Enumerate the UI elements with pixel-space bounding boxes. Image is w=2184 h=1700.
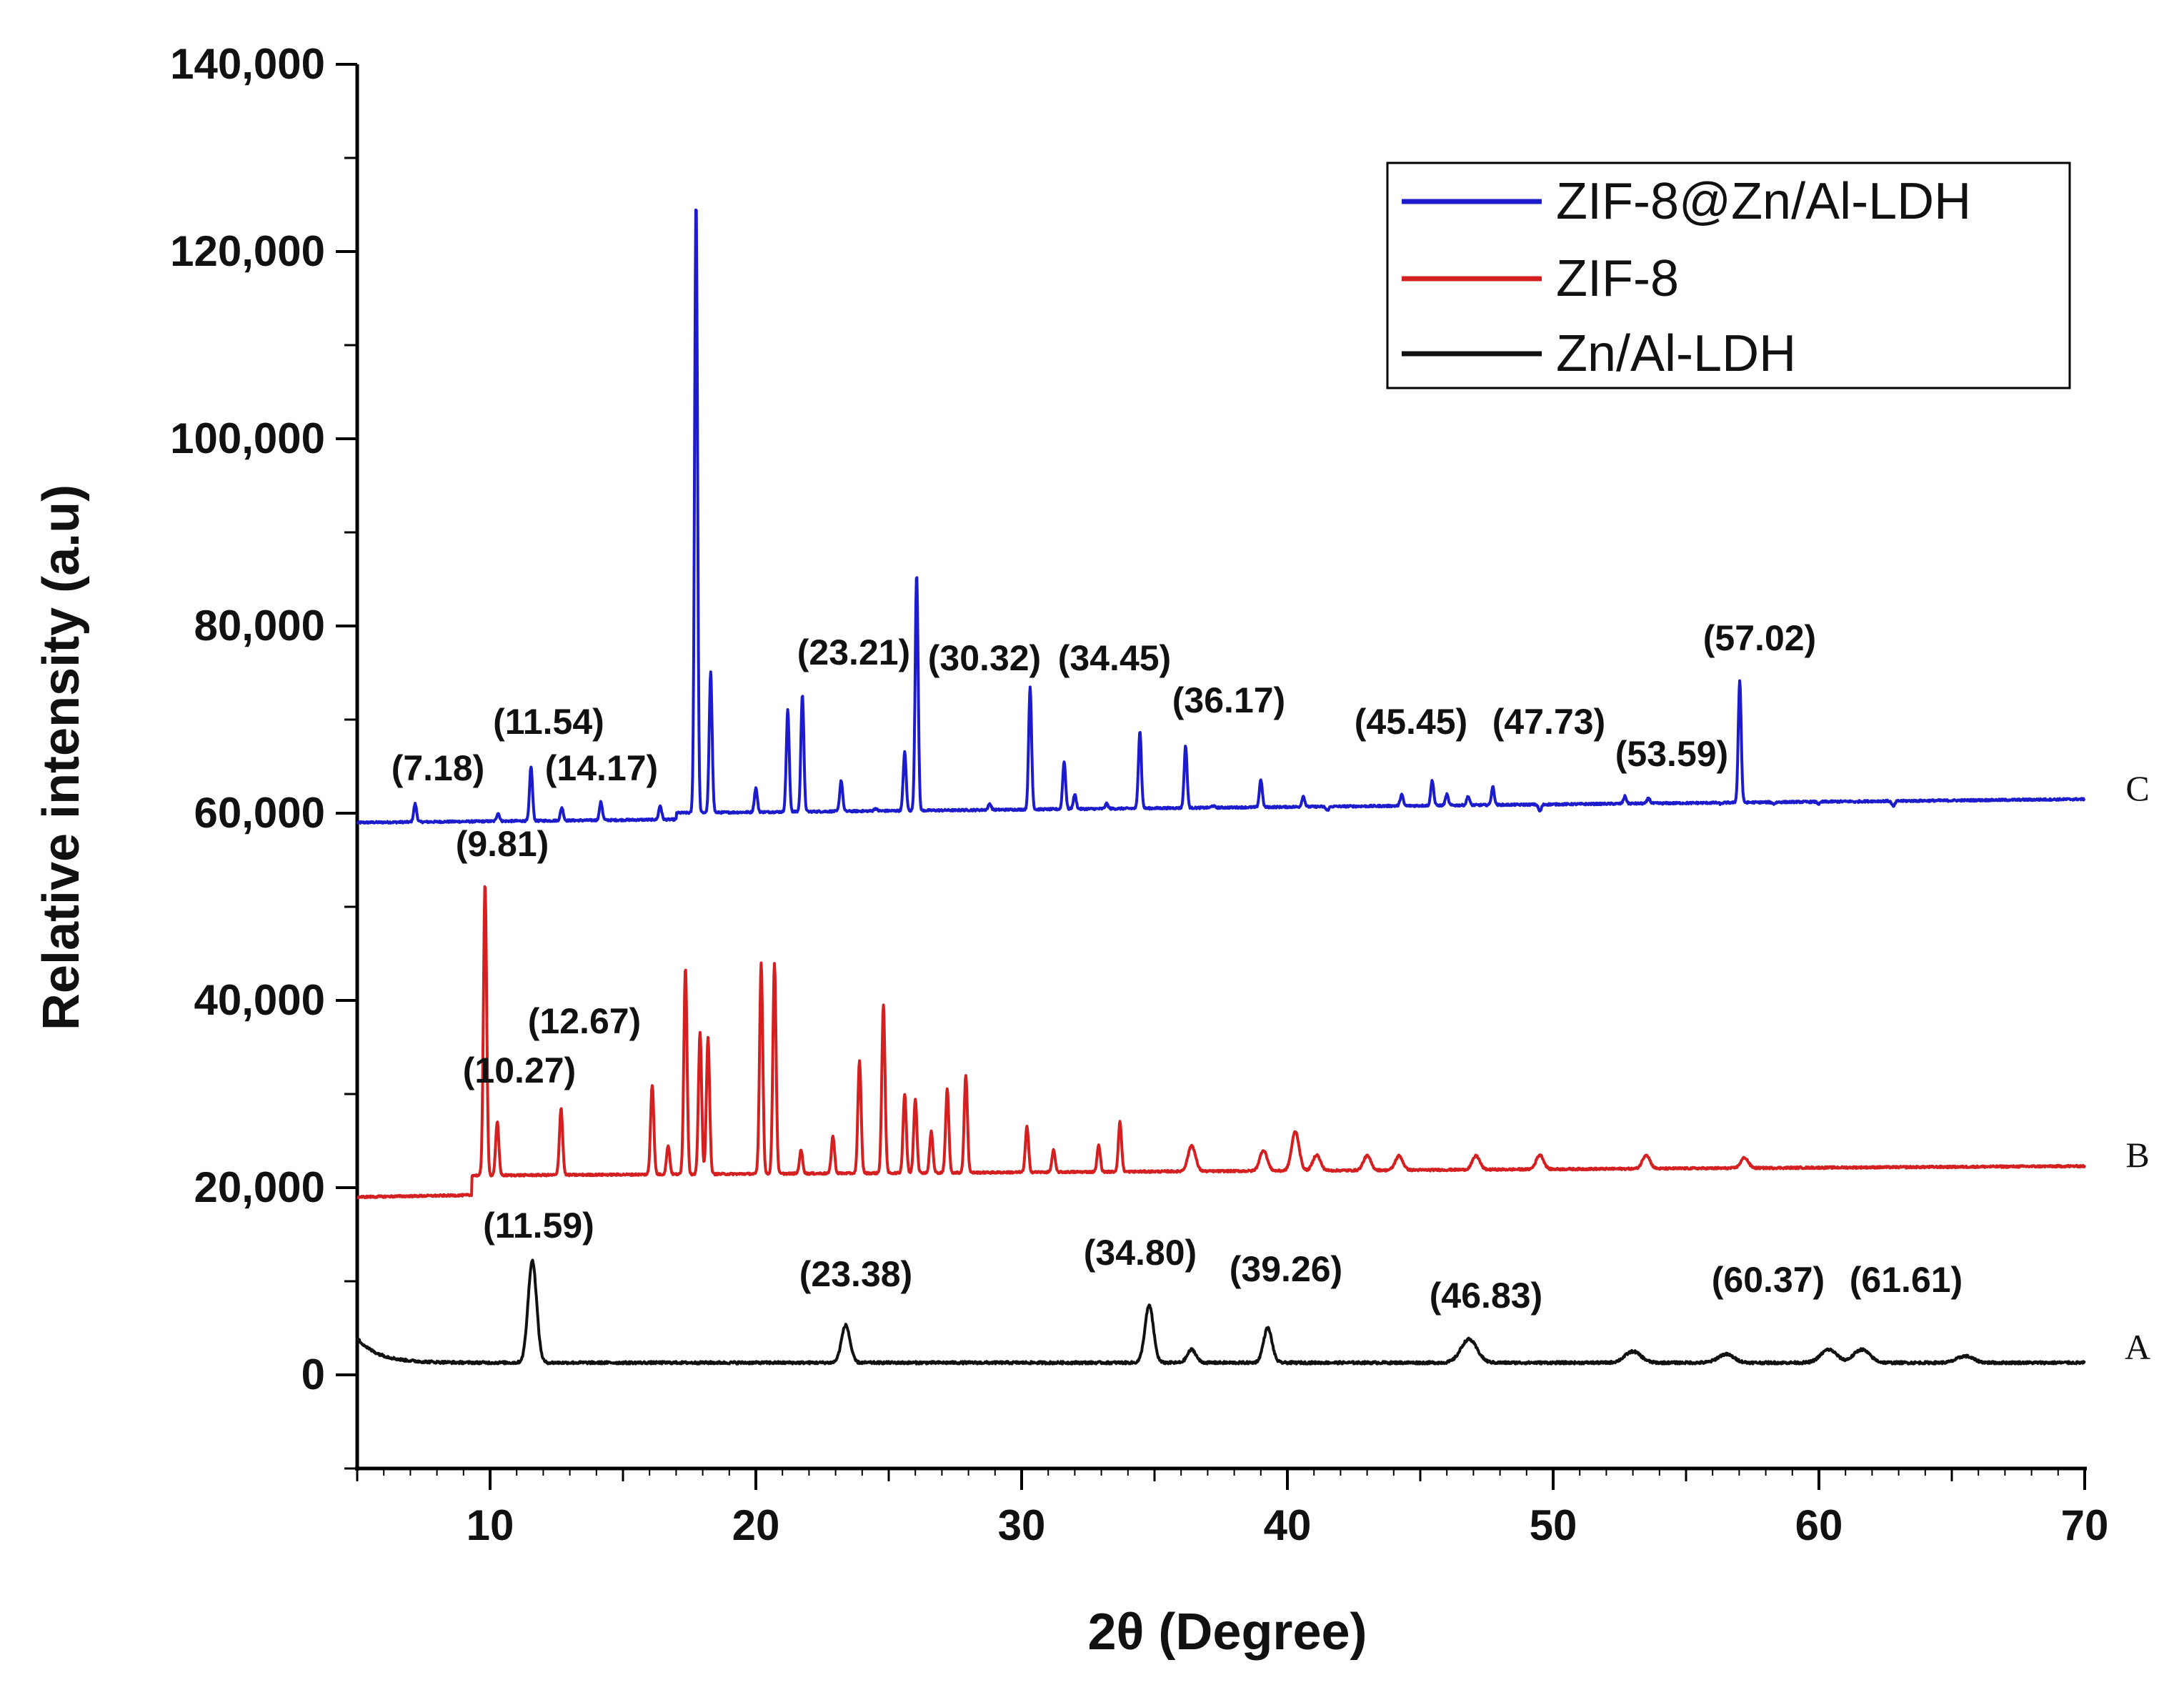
peak-label: (10.27) [463,1050,576,1090]
series-tag-b: B [2125,1135,2149,1175]
x-tick-label: 70 [2061,1501,2109,1549]
y-tick-label: 0 [301,1351,325,1398]
series-tag-a: A [2125,1327,2150,1367]
peak-label: (47.73) [1492,702,1605,742]
peak-label: (23.38) [799,1254,912,1294]
peak-label: (46.83) [1430,1276,1542,1316]
legend-label: ZIF-8 [1556,250,1679,307]
axes [355,64,2087,1471]
x-axis-title: 2θ (Degree) [1087,1604,1367,1661]
peak-label: (57.02) [1703,618,1816,658]
peak-label: (34.45) [1058,638,1171,678]
y-tick-label: 40,000 [194,976,325,1024]
peak-label: (45.45) [1355,702,1467,742]
peak-label: (14.17) [545,748,658,788]
peak-label: (12.67) [528,1001,641,1041]
y-tick-label: 80,000 [194,602,325,650]
y-tick-label: 100,000 [170,414,325,462]
peak-annotations: (7.18) (11.54) (14.17) (23.21) (30.32) (… [392,618,1963,1316]
peak-label: (61.61) [1850,1260,1963,1300]
peak-label: (60.37) [1712,1260,1825,1300]
legend: ZIF-8@Zn/Al-LDH ZIF-8 Zn/Al-LDH [1386,161,2071,389]
x-ticks: 10 20 30 40 50 60 70 [356,1468,2109,1549]
y-axis-title: Relative intensity (a.u) [33,484,90,1030]
peak-label: (11.54) [493,702,604,742]
y-tick-label: 20,000 [194,1163,325,1211]
y-tick-label: 120,000 [170,227,325,275]
series-tag-c: C [2125,768,2149,808]
series-line-b [356,885,2086,1200]
x-tick-label: 10 [467,1501,514,1549]
x-tick-label: 30 [998,1501,1046,1549]
legend-label: Zn/Al-LDH [1556,325,1796,382]
series-line-a [356,1258,2086,1366]
y-tick-label: 140,000 [170,40,325,88]
peak-label: (39.26) [1230,1249,1342,1289]
peak-label: (7.18) [392,748,485,788]
series-line-c [356,208,2086,825]
legend-label: ZIF-8@Zn/Al-LDH [1556,173,1971,230]
peak-label: (36.17) [1172,680,1285,720]
series-layer [356,208,2086,1366]
peak-label: (53.59) [1615,734,1728,774]
peak-label: (11.59) [483,1206,594,1246]
y-ticks: 0 20,000 40,000 60,000 80,000 100,000 120,000 1… [170,40,357,1470]
peak-label: (23.21) [797,632,910,672]
y-tick-label: 60,000 [194,789,325,837]
x-tick-label: 40 [1264,1501,1312,1549]
x-tick-label: 20 [732,1501,780,1549]
peak-label: (30.32) [928,638,1041,678]
peak-label: (9.81) [456,824,549,864]
x-tick-label: 60 [1795,1501,1843,1549]
peak-label: (34.80) [1084,1233,1197,1273]
x-tick-label: 50 [1530,1501,1577,1549]
